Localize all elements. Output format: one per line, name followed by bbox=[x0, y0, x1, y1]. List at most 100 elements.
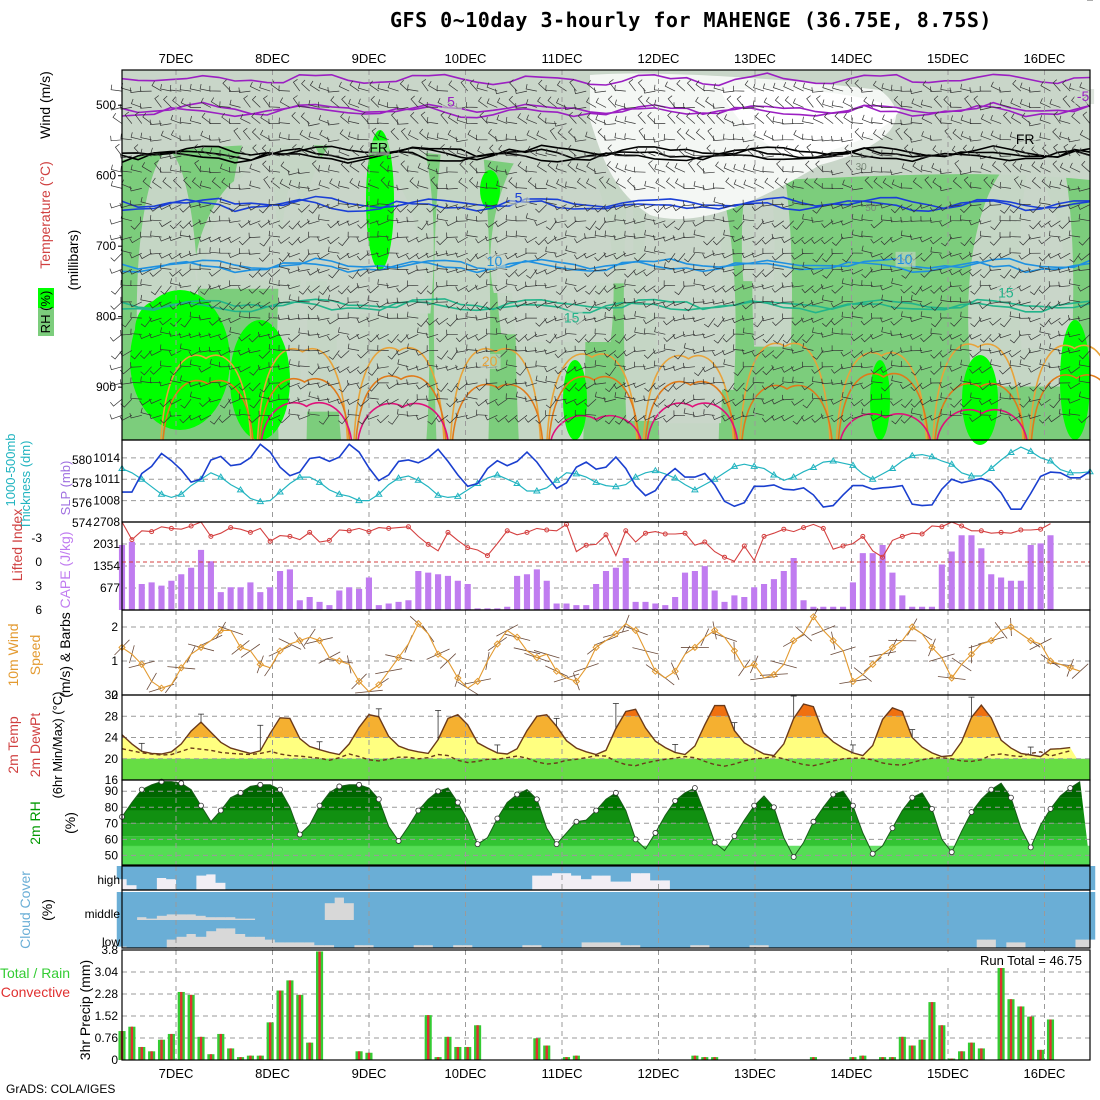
wind-barb bbox=[188, 381, 202, 387]
wind-barb bbox=[188, 350, 202, 357]
wind-barb bbox=[159, 381, 172, 387]
cloud-cover-bar bbox=[976, 920, 987, 940]
wind-barb bbox=[1019, 213, 1031, 222]
wind-barb bbox=[637, 95, 646, 108]
wind-barb bbox=[416, 199, 429, 205]
cloud-cover-bar bbox=[719, 866, 730, 890]
wind-barb bbox=[150, 377, 162, 384]
wind-barb bbox=[603, 252, 617, 258]
wind-barb bbox=[792, 98, 804, 108]
wind-barb bbox=[485, 301, 498, 311]
wind-barb bbox=[624, 415, 636, 424]
wind-barb bbox=[456, 148, 468, 157]
wind-barb bbox=[387, 165, 399, 173]
wind-barb bbox=[693, 297, 705, 303]
wind-barb bbox=[634, 361, 646, 368]
wind-barb bbox=[722, 87, 735, 93]
wind-barb bbox=[417, 317, 429, 327]
wind-barb bbox=[900, 296, 913, 303]
wind-barb bbox=[390, 128, 399, 141]
rh-point bbox=[533, 796, 540, 803]
cloud-cover-bar bbox=[926, 866, 938, 890]
rh-point bbox=[395, 838, 402, 844]
wind-barb bbox=[357, 398, 370, 407]
wind-barb bbox=[901, 163, 913, 173]
wind-barb bbox=[924, 176, 933, 189]
wind-barb bbox=[1019, 398, 1031, 408]
wind-barb bbox=[298, 327, 310, 335]
wind-barb bbox=[1031, 161, 1041, 173]
wind-barb bbox=[607, 95, 617, 108]
wind-barb bbox=[920, 252, 933, 262]
run-total-bg bbox=[945, 952, 1085, 968]
wind-barb bbox=[386, 298, 399, 304]
rh-point bbox=[514, 791, 521, 798]
wind-barb bbox=[525, 362, 537, 368]
wind-barb bbox=[201, 112, 212, 124]
contour-label-bg bbox=[369, 140, 390, 156]
wind-barb bbox=[919, 347, 933, 354]
wind-barb bbox=[465, 333, 478, 340]
wind-barb bbox=[960, 375, 972, 384]
wind-barb bbox=[653, 360, 666, 368]
wind-barb bbox=[989, 334, 1002, 343]
wind-barb bbox=[425, 220, 439, 226]
cloud-cover-bar bbox=[808, 866, 819, 890]
wind-barb bbox=[554, 121, 567, 127]
cloud-cover-bar bbox=[956, 892, 967, 920]
cloud-cover-bar bbox=[136, 866, 147, 890]
wind-barb bbox=[397, 147, 409, 157]
precip-tick-label: 0 bbox=[111, 1053, 118, 1067]
lifted-index-point bbox=[504, 528, 510, 534]
lifted-index-point bbox=[899, 533, 905, 539]
wind-barb bbox=[623, 103, 636, 109]
thickness-point bbox=[552, 476, 561, 483]
wind-barb bbox=[327, 380, 340, 387]
wind-barb bbox=[366, 219, 379, 225]
wind-barb bbox=[349, 80, 360, 92]
wind-barb bbox=[554, 415, 567, 424]
contour-label: FR bbox=[1016, 131, 1035, 147]
wind-barb bbox=[466, 230, 478, 238]
wind-barb bbox=[120, 165, 132, 173]
wind-barb bbox=[436, 263, 449, 270]
wind-barb bbox=[682, 268, 696, 274]
wind-barb bbox=[465, 202, 478, 208]
wind-barb bbox=[489, 144, 498, 157]
wind-barb bbox=[534, 301, 547, 308]
wind-barb bbox=[200, 130, 212, 141]
wind-barb bbox=[495, 398, 508, 406]
wind-barb bbox=[930, 317, 943, 328]
wind-barb bbox=[587, 80, 597, 92]
cloud-cover-bar bbox=[857, 920, 869, 948]
cape-bar bbox=[405, 600, 412, 610]
wind-barb bbox=[597, 128, 607, 141]
wind-barb bbox=[830, 301, 844, 308]
lifted-index-point bbox=[425, 541, 431, 547]
wind-barb bbox=[586, 112, 597, 124]
dewpoint-axis-label: 2m DewPt bbox=[27, 713, 43, 778]
wind-barb bbox=[515, 103, 528, 109]
lifted-index-point bbox=[267, 538, 273, 544]
wind-barb bbox=[1068, 278, 1081, 287]
wind-barb bbox=[140, 132, 152, 141]
wind-barb bbox=[782, 334, 794, 344]
wind-barb bbox=[317, 203, 330, 209]
wind-barb bbox=[1053, 111, 1061, 124]
wind-barb bbox=[831, 366, 844, 374]
temp-tick-label: 24 bbox=[105, 731, 119, 745]
cloud-cover-bar bbox=[561, 920, 572, 948]
wind-barb bbox=[604, 415, 617, 425]
thickness-point bbox=[394, 474, 403, 481]
contour-label-bg bbox=[485, 253, 506, 269]
wind-barb bbox=[229, 301, 241, 311]
wind-barb bbox=[989, 298, 1002, 304]
wind-barb bbox=[731, 317, 745, 324]
wind-barb bbox=[1009, 247, 1021, 254]
cloud-cover-bar bbox=[215, 920, 227, 929]
wind-barb bbox=[425, 332, 439, 339]
wind-barb bbox=[211, 177, 222, 189]
wind-barb bbox=[772, 317, 785, 326]
wind-barb bbox=[988, 398, 1002, 405]
